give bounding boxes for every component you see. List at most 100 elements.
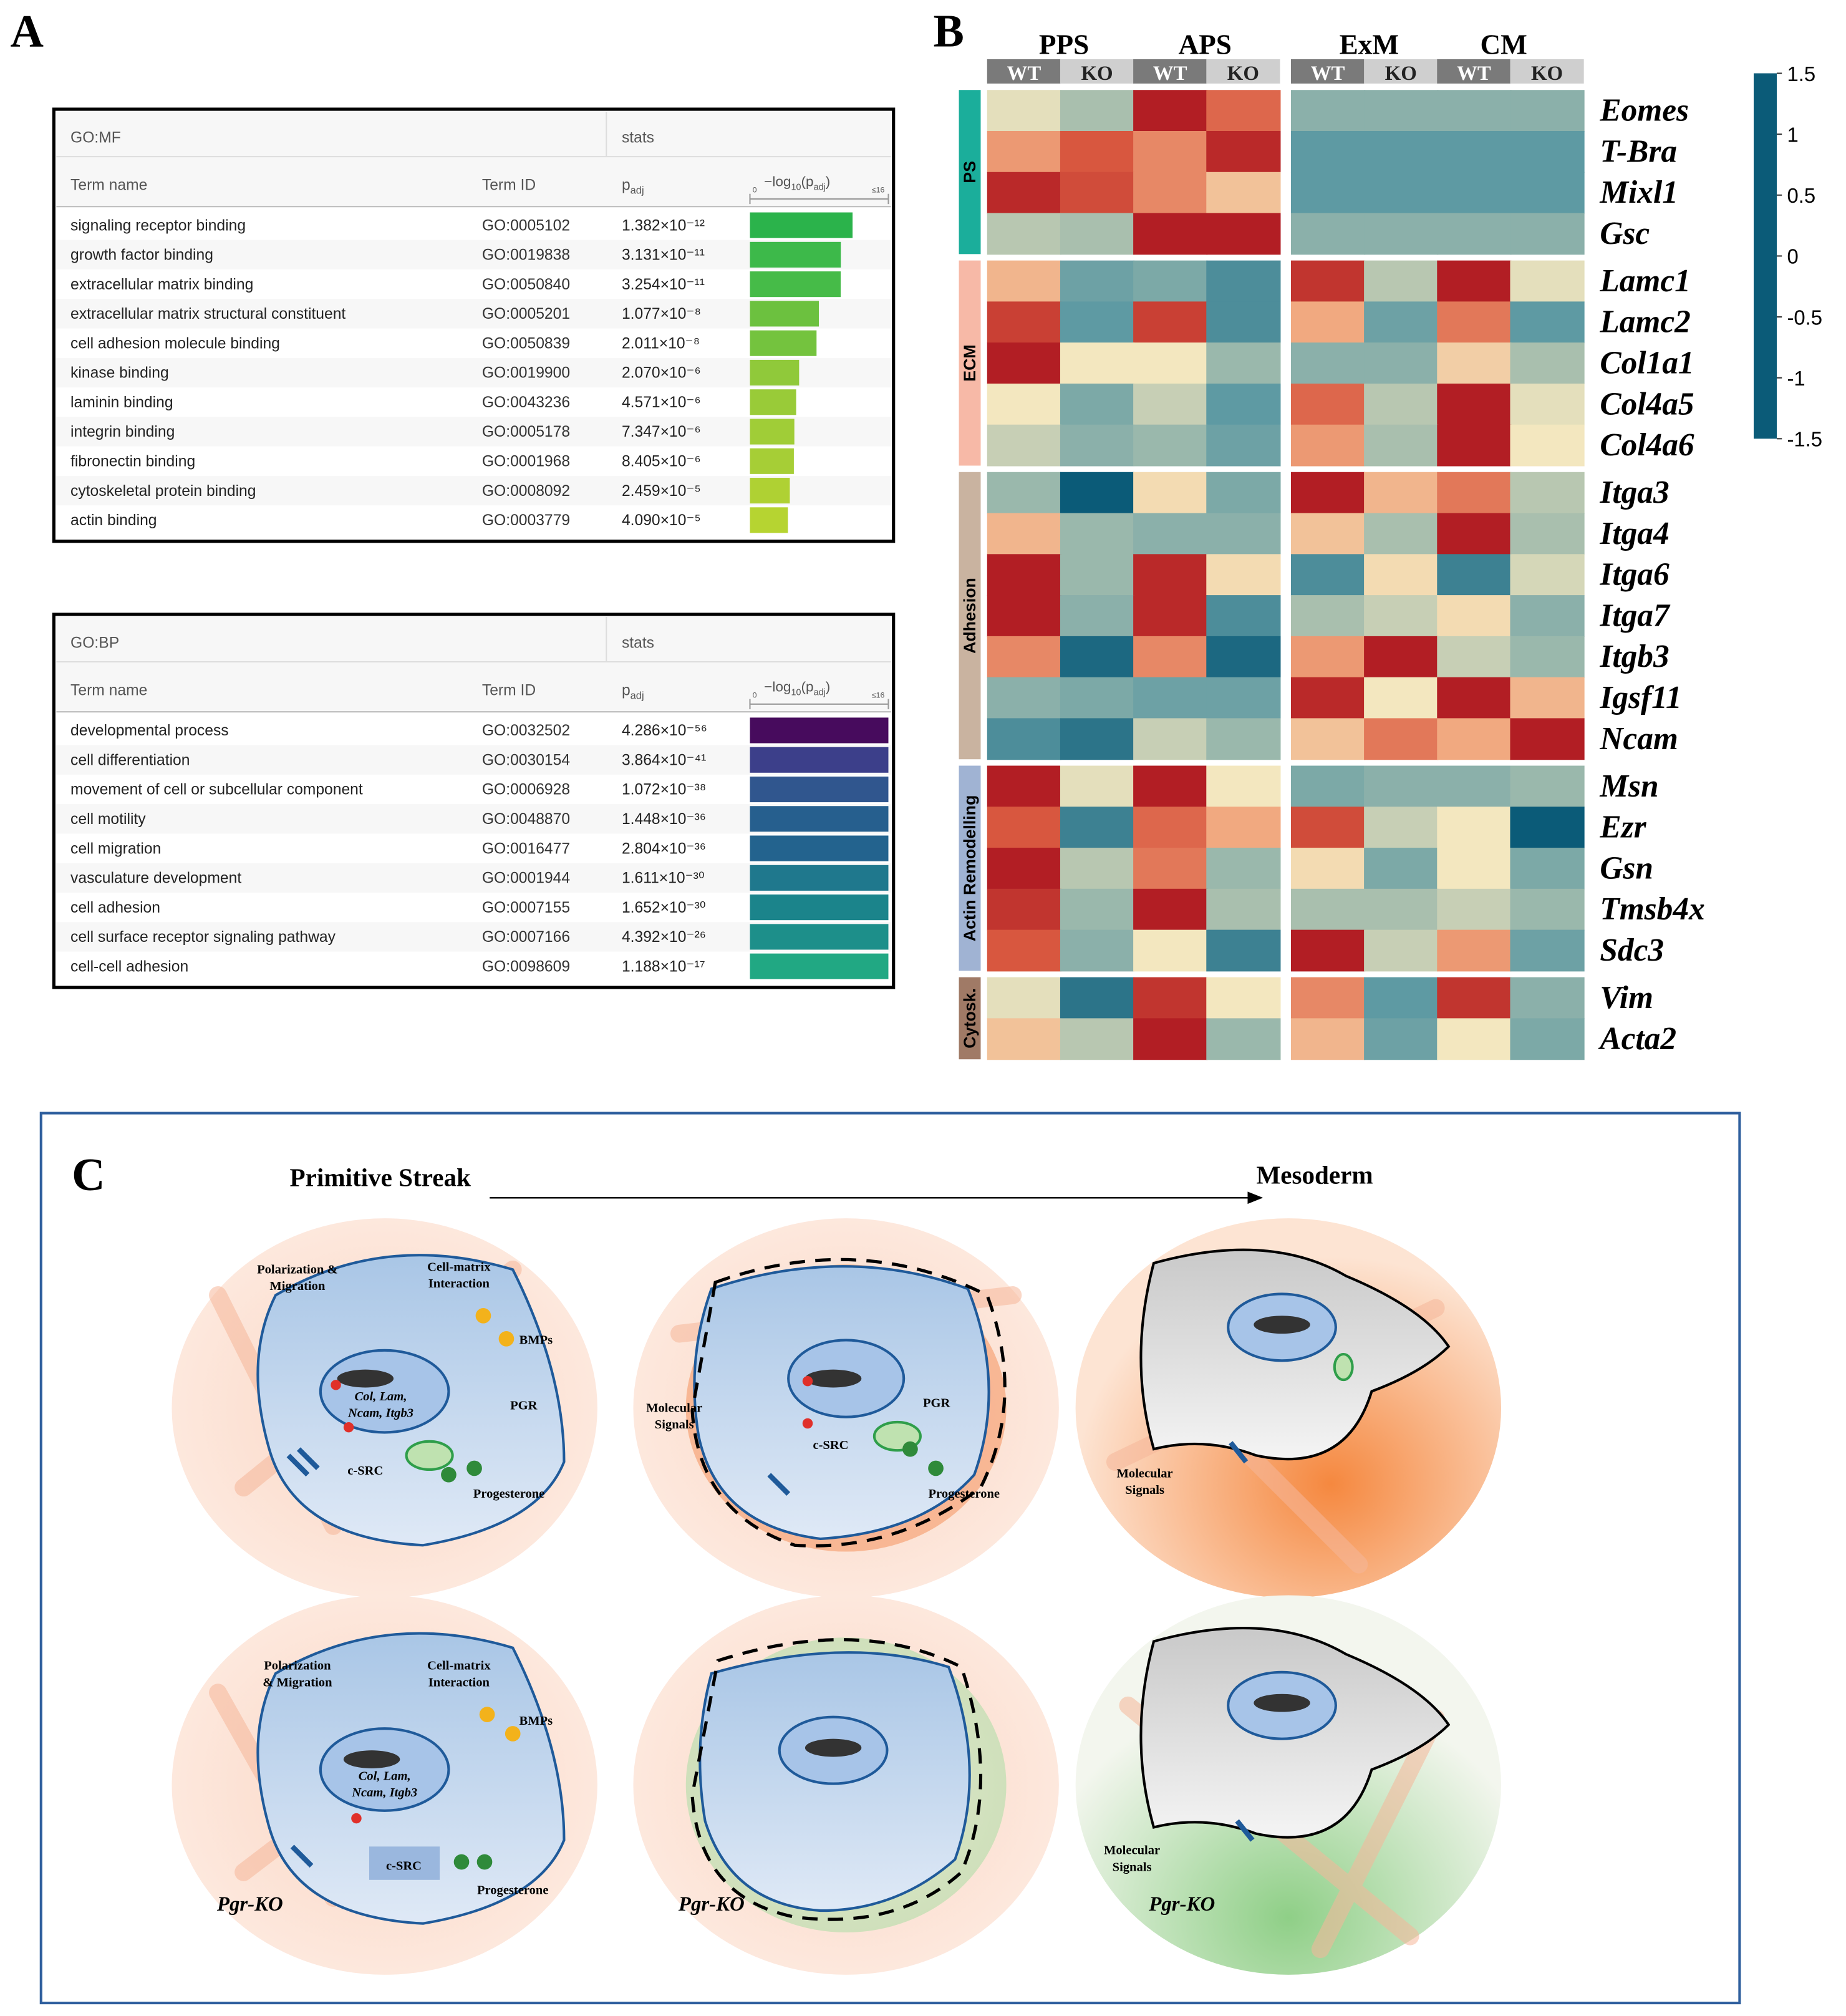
gene-label: Itga4	[1599, 516, 1669, 551]
annotation: Signals	[1125, 1483, 1164, 1497]
heatmap-cell	[1437, 765, 1512, 808]
term-name: cell-cell adhesion	[70, 958, 188, 975]
axis-tick-label: ≤16	[872, 186, 885, 195]
heatmap-cell	[987, 1018, 1061, 1060]
heatmap-cell	[1133, 172, 1208, 214]
bar	[750, 271, 841, 298]
heatmap-cell	[1290, 172, 1366, 214]
heatmap-cell	[1133, 807, 1208, 849]
heatmap-cell	[1364, 213, 1439, 255]
heatmap-cell	[1510, 765, 1585, 808]
annotation: PGR	[923, 1396, 951, 1410]
annotation: Polarization &	[257, 1263, 338, 1277]
column-group-label: ExM	[1340, 29, 1399, 61]
stage-label: Mesoderm	[1256, 1161, 1373, 1190]
pgr	[405, 1352, 1354, 1471]
annotation: Polarization	[264, 1659, 331, 1673]
axis-tick-label: 0	[753, 186, 757, 195]
colorbar-tick-label: 1	[1787, 123, 1798, 146]
term-id: GO:0005178	[482, 424, 570, 440]
bar	[750, 953, 889, 979]
column-group-label: APS	[1179, 29, 1232, 61]
heatmap-cell	[987, 888, 1061, 931]
axis-label-part: (p	[801, 679, 814, 694]
heatmap-cell	[987, 301, 1061, 344]
axis-label-part: )	[826, 173, 831, 189]
heatmap-cell	[1364, 595, 1439, 637]
term-id: GO:0001968	[482, 453, 570, 470]
heatmap-cell	[1060, 342, 1135, 384]
heatmap-cell	[1133, 595, 1208, 637]
gene-label: Gsn	[1600, 850, 1653, 886]
bar	[750, 507, 788, 533]
column-header-bg	[1364, 59, 1438, 84]
heatmap-cell	[1364, 424, 1439, 467]
heatmap-cell	[1437, 513, 1512, 555]
p-adj: 4.392×10⁻²⁶	[622, 929, 706, 946]
term-name: integrin binding	[70, 424, 175, 440]
heatmap-cell	[1060, 888, 1135, 931]
src-box	[369, 1846, 440, 1880]
heatmap-cell	[1133, 383, 1208, 425]
axis-label-part: adj	[814, 183, 826, 193]
heatmap-cell	[1206, 977, 1281, 1019]
heatmap-cell	[1060, 848, 1135, 889]
stage-label: Primitive Streak	[290, 1163, 471, 1192]
heatmap-cell	[1364, 977, 1439, 1019]
chromatin	[337, 1316, 1310, 1768]
heatmap-cell	[1510, 929, 1585, 972]
row-group-bar	[959, 765, 981, 971]
heatmap-cell	[1510, 636, 1585, 678]
annotation: Progesterone	[473, 1487, 545, 1501]
annotation: c-SRC	[386, 1859, 422, 1873]
gene-label: Acta2	[1598, 1021, 1676, 1057]
heatmap-cell	[1290, 424, 1366, 467]
heatmap-cell	[1060, 472, 1135, 514]
colorbar-tick-label: -0.5	[1787, 306, 1822, 329]
heatmap-cell	[1510, 718, 1585, 760]
bar	[750, 330, 817, 356]
p-main: p	[622, 177, 631, 194]
genotype-label: Pgr-KO	[678, 1893, 745, 1916]
heatmap-cell	[1510, 213, 1585, 255]
heatmap-cell	[987, 554, 1061, 596]
heatmap-cell	[1133, 1018, 1208, 1060]
heatmap-cell	[987, 342, 1061, 384]
column-header-bg	[1437, 59, 1511, 84]
heatmap-cell	[987, 383, 1061, 425]
heatmap-cell	[1060, 383, 1135, 425]
gene-label: Lamc2	[1599, 304, 1691, 340]
bmp	[475, 1308, 521, 1742]
p-adj: 3.131×10⁻¹¹	[622, 247, 705, 264]
row-group-bar	[959, 90, 981, 254]
p-adj: 3.864×10⁻⁴¹	[622, 752, 706, 768]
term-id: GO:0032502	[482, 722, 570, 739]
bar	[750, 924, 889, 950]
term-name: cell migration	[70, 840, 161, 857]
heatmap-cell	[1437, 383, 1512, 425]
gene-label: Msn	[1599, 768, 1658, 804]
heatmap-cell	[1510, 131, 1585, 173]
heatmap-cell	[1206, 929, 1281, 972]
heatmap-cell	[1133, 677, 1208, 719]
heatmap-cell	[1290, 929, 1366, 972]
heatmap-cell	[1206, 301, 1281, 344]
p-adj: 4.286×10⁻⁵⁶	[622, 722, 707, 739]
row-group-bar	[959, 977, 981, 1060]
p-sub: adj	[631, 185, 644, 196]
header-bg	[56, 617, 891, 712]
heatmap-cell	[1290, 636, 1366, 678]
column-label: WT	[1457, 62, 1491, 85]
term-id: GO:0019900	[482, 365, 570, 382]
heatmap-cell	[1290, 807, 1366, 849]
stats-header: stats	[622, 130, 654, 147]
p-adj: 2.459×10⁻⁵	[622, 483, 701, 500]
p-adj: 4.090×10⁻⁵	[622, 512, 701, 529]
annotation: Progesterone	[477, 1883, 549, 1897]
heatmap-cell	[1133, 929, 1208, 972]
heatmap-cell	[1133, 301, 1208, 344]
annotation: c-SRC	[347, 1464, 383, 1478]
axis-label-part: 10	[791, 183, 801, 193]
heatmap-cell	[1437, 848, 1512, 889]
heatmap-cell	[1437, 554, 1512, 596]
